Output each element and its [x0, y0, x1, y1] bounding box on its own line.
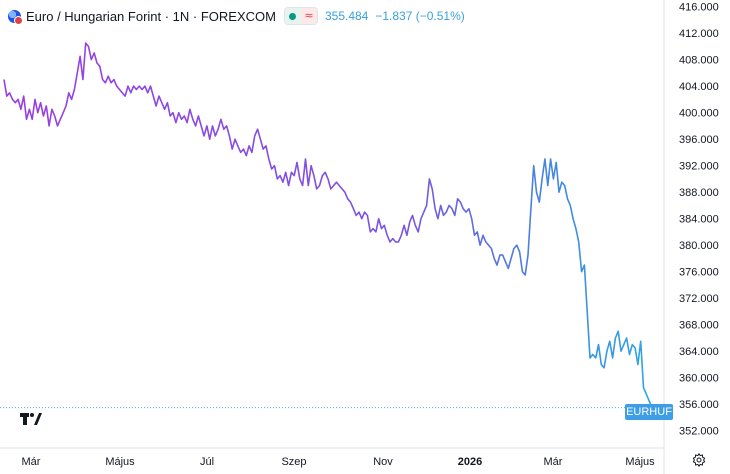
y-tick-label: 400.000 [679, 108, 719, 120]
x-tick-label: Júl [200, 456, 214, 468]
y-tick-label: 392.000 [679, 161, 719, 173]
tradingview-logo-icon[interactable] [20, 412, 42, 431]
x-tick-label: Május [625, 456, 655, 468]
y-tick-label: 380.000 [679, 240, 719, 252]
y-tick-label: 376.000 [679, 267, 719, 279]
market-open-dot-icon [284, 8, 301, 24]
x-tick-label: Szep [281, 456, 306, 468]
y-tick-label: 412.000 [679, 28, 719, 40]
y-tick-label: 396.000 [679, 134, 719, 146]
y-tick-label: 360.000 [679, 373, 719, 385]
y-tick-label: 364.000 [679, 346, 719, 358]
gear-icon[interactable] [692, 453, 706, 467]
x-tick-label: Május [105, 456, 135, 468]
y-tick-label: 352.000 [679, 426, 719, 438]
chart-legend: Euro / Hungarian Forint · 1N · FOREXCOM … [8, 6, 465, 26]
legend-price: 355.484 [324, 9, 369, 23]
y-tick-label: 356.000 [679, 399, 719, 411]
y-tick-label: 408.000 [679, 55, 719, 67]
wave-icon: ≈ [300, 8, 317, 24]
legend-change: −1.837 (−0.51%) [375, 9, 465, 23]
y-tick-label: 388.000 [679, 187, 719, 199]
last-price-tag: EURHUF [625, 404, 673, 420]
x-tick-label: Már [544, 456, 563, 468]
y-tick-label: 384.000 [679, 214, 719, 226]
y-tick-label: 416.000 [679, 2, 719, 14]
y-tick-label: 372.000 [679, 293, 719, 305]
y-tick-label: 368.000 [679, 320, 719, 332]
market-status-pill[interactable]: ≈ [283, 7, 318, 25]
x-tick-label: 2026 [458, 456, 482, 468]
y-tick-label: 404.000 [679, 81, 719, 93]
legend-title[interactable]: Euro / Hungarian Forint · 1N · FOREXCOM [26, 8, 276, 24]
price-series-line[interactable] [3, 42, 653, 409]
x-tick-label: Nov [373, 456, 393, 468]
symbol-flag-icon[interactable] [8, 9, 23, 25]
x-tick-label: Már [22, 456, 41, 468]
